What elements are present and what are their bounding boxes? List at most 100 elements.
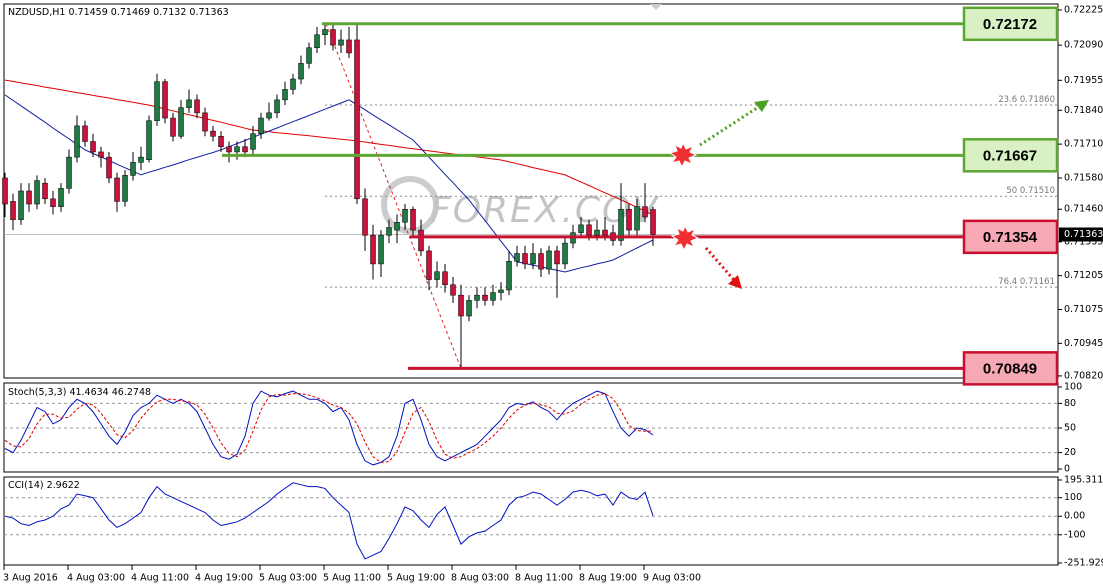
indicator-header: CCI(14) 2.9622 [8, 480, 80, 491]
candle-body [242, 146, 248, 153]
candle-body [258, 117, 264, 134]
indicator-title: CCI(14) [8, 480, 44, 491]
fib-ratio: 50 [1006, 186, 1017, 196]
candle-body [402, 208, 408, 223]
y-tick-label: 0.71335 [1064, 236, 1103, 247]
x-tick-label: 4 Aug 19:00 [195, 573, 253, 584]
fib-ratio: 23.6 [998, 95, 1017, 105]
candle-body [34, 180, 40, 205]
fib-label: 50 0.71510 [1006, 186, 1055, 196]
x-tick-label: 5 Aug 19:00 [387, 573, 445, 584]
candle-body [474, 294, 480, 301]
candle-body [10, 201, 16, 220]
candle-body [298, 63, 304, 80]
y-tick-label: 50 [1064, 423, 1076, 434]
candle-body [586, 224, 592, 236]
candle-body [146, 120, 152, 160]
candle-body [538, 253, 544, 270]
up-arrow-head [754, 100, 769, 112]
candle-body [490, 292, 496, 301]
fib-label: 23.6 0.71860 [998, 95, 1055, 105]
y-tick-label: 0.72225 [1064, 4, 1103, 15]
y-tick-label: -251.929 [1064, 558, 1103, 569]
candle-body [618, 208, 624, 241]
level-label: 0.71354 [983, 229, 1038, 246]
candle-body [506, 261, 512, 291]
candle-body [386, 227, 392, 236]
level-box [962, 219, 1059, 255]
level-box [962, 6, 1059, 42]
indicator-line [4, 393, 654, 463]
level-label: 0.72172 [983, 16, 1037, 33]
candle-body [202, 112, 208, 132]
candle-body [90, 141, 96, 153]
candle-body [18, 190, 24, 220]
candle-body [450, 284, 456, 296]
candle-body [626, 208, 632, 231]
header-price: 0.71469 [111, 7, 150, 18]
candle-body [370, 235, 376, 265]
y-tick-label: -100 [1064, 529, 1086, 540]
candle-body [330, 29, 336, 46]
candle-body [98, 151, 104, 158]
candle-body [162, 81, 168, 119]
candle-body [130, 162, 136, 176]
y-tick-label: 0 [1064, 464, 1070, 475]
candle-body [314, 34, 320, 49]
candle-body [458, 294, 464, 317]
level-label: 0.71667 [983, 147, 1037, 164]
candle-body [282, 89, 288, 101]
candle-body [170, 117, 176, 137]
candle-body [378, 235, 384, 265]
y-tick-label: 80 [1064, 398, 1076, 409]
y-tick-label: 100 [1064, 492, 1082, 503]
candle-body [82, 125, 88, 142]
moving-average [4, 94, 654, 273]
header-price: 0.71459 [68, 7, 107, 18]
y-tick-label: 0.71460 [1064, 204, 1103, 215]
candle-body [642, 206, 648, 218]
candle-body [514, 253, 520, 262]
fib-label: 76.4 0.71161 [998, 277, 1055, 287]
candle-body [602, 229, 608, 236]
fib-trendline [325, 23, 462, 369]
candle-body [50, 198, 56, 207]
y-tick-label: 0.71075 [1064, 304, 1103, 315]
candle-body [178, 107, 184, 137]
candle-body [338, 39, 344, 46]
indicator-title: Stoch(5,3,3) [8, 387, 66, 398]
candle-body [418, 229, 424, 252]
candle-body [42, 182, 48, 200]
candle-body [2, 177, 8, 205]
header-price: 0.71363 [189, 7, 228, 18]
y-tick-label: 0.71580 [1064, 172, 1103, 183]
candle-body [554, 250, 560, 265]
candle-body [106, 156, 112, 179]
candle-body [434, 271, 440, 280]
candle-body [138, 156, 144, 163]
candle-body [650, 209, 656, 235]
y-tick-label: 0.70945 [1064, 338, 1103, 349]
x-tick-label: 3 Aug 2016 [3, 573, 58, 584]
candle-body [546, 250, 552, 270]
up-arrow [699, 104, 761, 147]
candle-body [306, 47, 312, 64]
candle-body [210, 130, 216, 137]
header: NZDUSD,H1 0.71459 0.71469 0.7132 0.71363 [8, 7, 229, 18]
indicator-line [4, 482, 654, 560]
x-tick-label: 5 Aug 03:00 [259, 573, 317, 584]
indicator-header: Stoch(5,3,3) 41.4634 46.2748 [8, 387, 151, 398]
candle-body [234, 146, 240, 153]
y-tick-label: 0.71205 [1064, 270, 1103, 281]
candle-body [274, 99, 280, 114]
header-price: 0.7132 [153, 7, 186, 18]
candle-body [290, 78, 296, 90]
candle-body [594, 229, 600, 236]
candle-body [266, 112, 272, 119]
main-panel [3, 3, 1059, 379]
watermark-logo [381, 176, 439, 234]
moving-average [4, 79, 654, 216]
candle-body [66, 156, 72, 189]
y-tick-label: 0.71710 [1064, 139, 1103, 150]
